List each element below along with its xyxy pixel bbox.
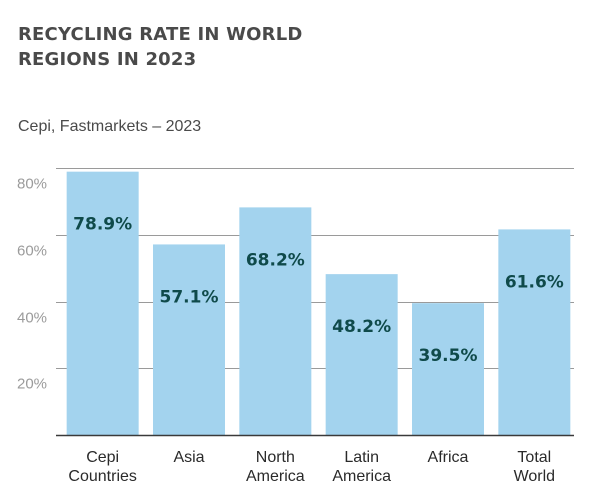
bar [412,303,484,435]
x-category-label: World [514,468,556,485]
chart-subtitle: Cepi, Fastmarkets – 2023 [18,118,202,135]
bar-value-label: 57.1% [160,287,219,307]
x-category-label: Countries [68,468,136,485]
bar-value-label: 39.5% [419,346,478,366]
chart-title: RECYCLING RATE IN WORLD REGIONS IN 2023 [18,24,303,70]
x-category-label: Total [517,449,551,466]
y-tick-label: 80% [17,176,47,193]
x-category-label: North [256,449,295,466]
x-category-label: America [332,468,391,485]
x-category-label: Asia [173,449,204,466]
bar [325,274,398,435]
bar-value-label: 48.2% [332,317,391,337]
bar [153,244,225,435]
bar-value-label: 61.6% [505,272,564,292]
y-tick-label: 40% [17,310,47,327]
bar [498,229,571,435]
x-category-label: America [246,468,305,485]
x-category-label: Africa [428,449,469,466]
bar-value-label: 78.9% [73,215,132,235]
bar-value-label: 68.2% [246,250,305,270]
bar [239,207,312,435]
bar [66,171,139,435]
x-category-label: Latin [344,449,379,466]
y-tick-label: 20% [17,376,47,393]
y-tick-label: 60% [17,243,47,260]
x-category-label: Cepi [86,449,119,466]
